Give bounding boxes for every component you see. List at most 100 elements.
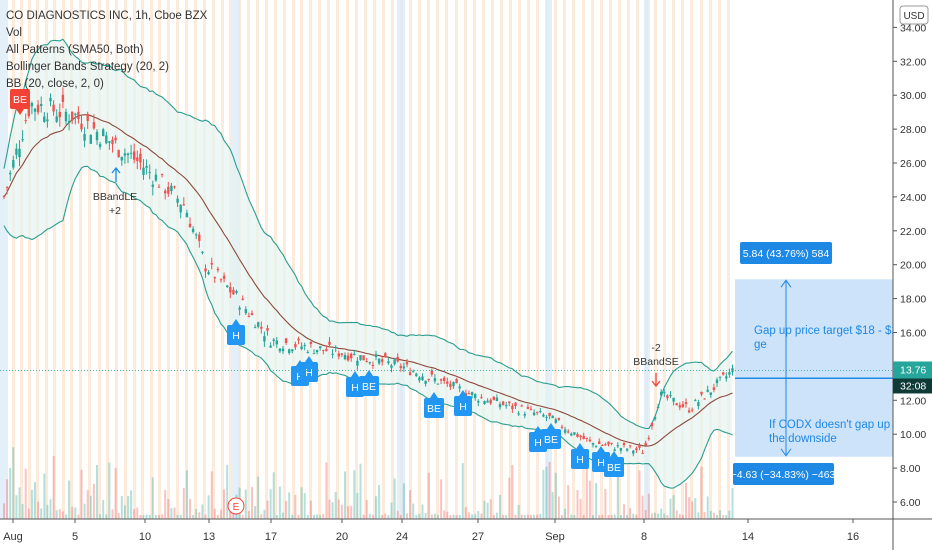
bbandse-label: BBandSE bbox=[633, 356, 679, 368]
candle bbox=[703, 398, 706, 400]
volume-bar bbox=[340, 504, 343, 519]
candle-body bbox=[319, 346, 322, 349]
candle bbox=[111, 136, 114, 153]
volume-bar bbox=[520, 514, 523, 519]
candle-body bbox=[30, 103, 34, 107]
earnings-marker[interactable]: E bbox=[227, 497, 245, 515]
candle-body bbox=[412, 371, 415, 373]
volume-bar bbox=[192, 515, 195, 519]
measure-down-label-bg bbox=[733, 463, 834, 485]
candle bbox=[64, 108, 68, 125]
candle-body bbox=[340, 353, 344, 355]
volume-bar bbox=[492, 514, 495, 519]
x-tick-label: 24 bbox=[396, 531, 408, 543]
volume-bar bbox=[176, 514, 179, 519]
volume-bar bbox=[706, 496, 709, 519]
pattern-marker-h[interactable]: H bbox=[454, 390, 472, 416]
candle-body bbox=[672, 397, 675, 402]
candle-body bbox=[151, 184, 154, 187]
volume-bar bbox=[564, 508, 567, 519]
candle-body bbox=[377, 358, 381, 364]
volume-bar bbox=[464, 507, 467, 519]
session-shade bbox=[167, 0, 170, 519]
volume-bar bbox=[71, 506, 74, 519]
candle bbox=[284, 337, 288, 345]
volume-bar bbox=[96, 465, 98, 519]
volume-bar bbox=[412, 503, 415, 519]
bbandle-qty: +2 bbox=[109, 205, 121, 217]
candle bbox=[508, 401, 511, 406]
marker-text: BE bbox=[544, 434, 558, 446]
volume-bar bbox=[40, 508, 43, 519]
volume-bar bbox=[474, 514, 477, 519]
candle bbox=[529, 405, 533, 411]
candle-body bbox=[173, 186, 176, 188]
marker-text: BE bbox=[13, 94, 27, 106]
pattern-marker-be[interactable]: BE bbox=[359, 370, 379, 396]
measure-box[interactable] bbox=[735, 279, 893, 457]
x-tick-label: Sep bbox=[545, 531, 565, 543]
candle-body bbox=[492, 396, 495, 400]
candle-body bbox=[656, 406, 660, 409]
volume-bar bbox=[201, 504, 204, 519]
session-shade bbox=[62, 0, 65, 519]
candle bbox=[477, 399, 480, 407]
candle bbox=[427, 378, 430, 382]
volume-bar bbox=[585, 464, 588, 519]
candle-body bbox=[647, 438, 650, 440]
volume-bar bbox=[722, 514, 725, 519]
x-tick-label: 10 bbox=[139, 531, 151, 543]
pattern-marker-be[interactable]: BE bbox=[604, 451, 624, 477]
candle-body bbox=[27, 106, 30, 117]
legend-patterns[interactable]: All Patterns (SMA50, Both) bbox=[6, 44, 144, 56]
candle bbox=[260, 321, 263, 334]
volume-bar bbox=[86, 490, 89, 519]
session-shade bbox=[672, 0, 675, 519]
currency-button[interactable]: USD bbox=[899, 5, 929, 25]
legend-bb[interactable]: BB (20, close, 2, 0) bbox=[6, 78, 104, 90]
candle-body bbox=[291, 349, 294, 352]
candle bbox=[405, 358, 409, 368]
volume-bar bbox=[77, 514, 80, 519]
candle bbox=[653, 416, 657, 421]
pattern-marker-be[interactable]: BE bbox=[541, 423, 561, 449]
pattern-marker-h[interactable]: H bbox=[571, 443, 589, 469]
session-shade bbox=[618, 0, 621, 519]
candle-body bbox=[15, 148, 18, 155]
candle-body bbox=[266, 328, 269, 331]
candle-body bbox=[480, 397, 483, 399]
volume-bar bbox=[554, 472, 557, 519]
candle bbox=[495, 394, 499, 402]
candle bbox=[136, 150, 139, 170]
x-tick-label: 8 bbox=[641, 531, 647, 543]
candle-body bbox=[588, 439, 592, 442]
session-shade bbox=[636, 0, 639, 519]
marker-box bbox=[359, 376, 379, 396]
candle bbox=[303, 342, 306, 351]
candle bbox=[346, 352, 350, 362]
pattern-marker-be[interactable]: BE bbox=[10, 89, 30, 115]
chart-legend: CO DIAGNOSTICS INC, 1h, Cboe BZX Vol All… bbox=[6, 8, 207, 93]
volume-bar bbox=[254, 506, 257, 519]
candle-body bbox=[718, 376, 722, 378]
candle bbox=[142, 159, 145, 180]
candle-body bbox=[322, 349, 325, 351]
price-range-measure[interactable]: 5.84 (43.76%) 584 −4.63 (−34.83%) −463 Gap… bbox=[731, 242, 924, 485]
pattern-marker-h[interactable]: H bbox=[300, 356, 318, 382]
symbol-title[interactable]: CO DIAGNOSTICS INC, 1h, Cboe BZX bbox=[6, 10, 208, 22]
volume-bar bbox=[52, 455, 55, 519]
candle bbox=[126, 152, 130, 164]
candle-body bbox=[520, 405, 523, 407]
note-gap-up[interactable]: Gap up price target $18 - $20 ran bbox=[754, 325, 924, 337]
candle bbox=[195, 232, 198, 240]
pattern-marker-be[interactable]: BE bbox=[424, 392, 444, 418]
volume-bar bbox=[461, 463, 464, 519]
candle bbox=[185, 209, 189, 218]
legend-vol[interactable]: Vol bbox=[6, 27, 22, 39]
pattern-marker-h[interactable]: H bbox=[227, 319, 245, 345]
note-downside[interactable]: If CODX doesn't gap up this bbox=[769, 419, 911, 431]
marker-box bbox=[454, 396, 472, 416]
candle-body bbox=[36, 104, 40, 113]
legend-strategy[interactable]: Bollinger Bands Strategy (20, 2) bbox=[6, 61, 170, 73]
